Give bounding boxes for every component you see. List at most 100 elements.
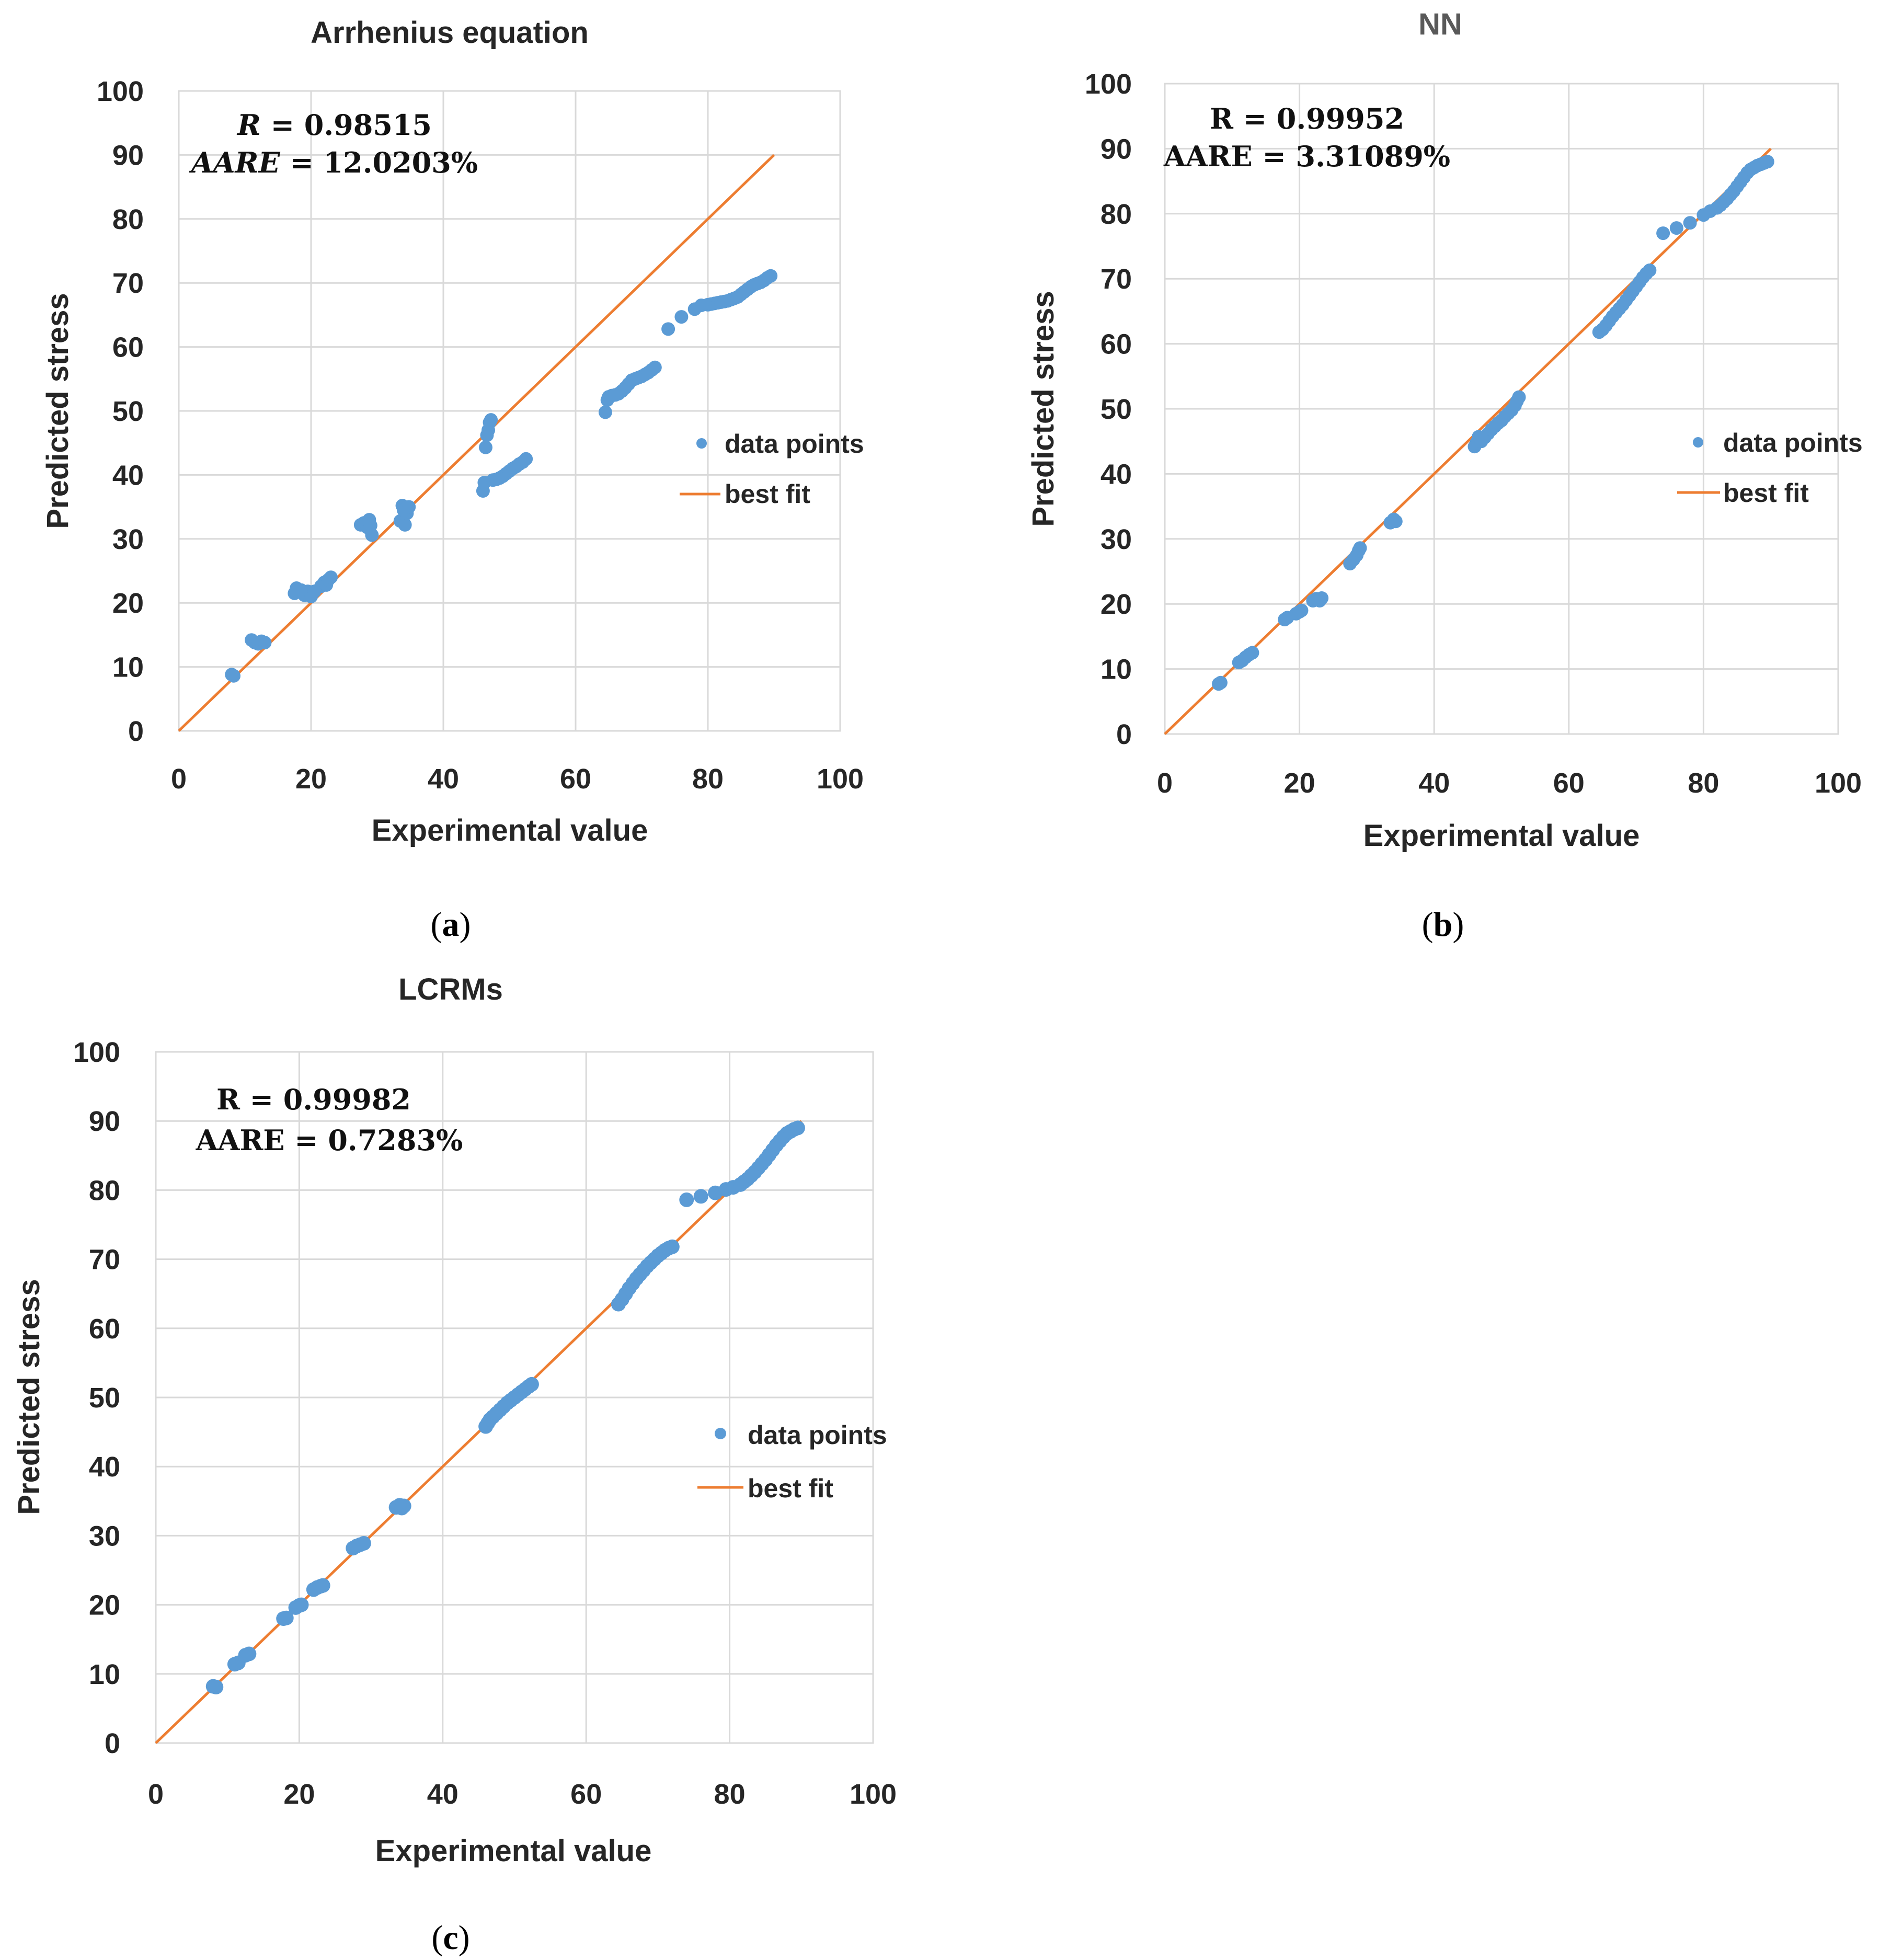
- chart-c-ytick-label: 100: [73, 1037, 120, 1068]
- chart-b: NN 0 10 20 30 40 50 60 70 80 90 100 0 20 40 60 80 100 E…: [1026, 7, 1863, 944]
- chart-a-x-ticks: 0 20 40 60 80 100: [171, 763, 864, 795]
- chart-a-aare-label: AARE: [189, 146, 281, 179]
- chart-a-best-fit: [178, 154, 775, 732]
- chart-a: Arrhenius equation 0 10 20 30 40 50 60 70 80 90 10…: [41, 16, 864, 944]
- chart-b-ytick-label: 60: [1101, 329, 1132, 360]
- chart-b-annotation-r: R = 0.99952: [1210, 102, 1404, 135]
- chart-a-data-point: [324, 570, 338, 584]
- chart-b-data-points: [1212, 155, 1774, 691]
- chart-a-data-point: [478, 440, 492, 454]
- chart-a-data-point: [519, 452, 533, 466]
- chart-c-aare-label: AARE: [196, 1124, 285, 1157]
- chart-b-title: NN: [1418, 7, 1462, 41]
- chart-b-ytick-label: 30: [1101, 524, 1132, 555]
- chart-c-data-point: [790, 1120, 805, 1136]
- chart-b-aare-label: AARE: [1163, 140, 1253, 173]
- chart-a-data-point: [661, 322, 675, 336]
- chart-a-data-point: [398, 518, 412, 532]
- chart-a-data-points: [225, 269, 778, 683]
- chart-b-y-axis-label: Predicted stress: [1026, 291, 1060, 526]
- chart-b-xtick-label: 60: [1553, 767, 1585, 799]
- chart-b-ytick-label: 70: [1101, 263, 1132, 295]
- chart-b-data-point: [1643, 263, 1657, 278]
- chart-b-data-point: [1315, 591, 1329, 605]
- chart-a-data-point: [598, 405, 612, 419]
- chart-a-xtick-label: 80: [692, 763, 724, 795]
- chart-a-ytick-label: 30: [112, 524, 144, 555]
- chart-c-aare-value: = 0.7283%: [294, 1124, 463, 1157]
- chart-c-legend-points-marker: [715, 1428, 726, 1439]
- chart-a-ytick-label: 90: [112, 140, 144, 171]
- chart-a-ytick-label: 50: [112, 396, 144, 427]
- chart-b-xtick-label: 0: [1157, 767, 1173, 799]
- chart-c-data-point: [315, 1578, 330, 1593]
- chart-a-y-ticks: 0 10 20 30 40 50 60 70 80 90 100: [97, 76, 144, 747]
- chart-b-data-point: [1669, 221, 1683, 235]
- chart-c-xtick-label: 80: [714, 1779, 746, 1810]
- chart-c-ytick-label: 80: [89, 1175, 120, 1206]
- chart-c-data-point: [356, 1535, 371, 1551]
- chart-a-data-point: [226, 669, 240, 683]
- chart-b-best-fit-line: [1164, 147, 1772, 735]
- chart-c-data-point: [664, 1239, 680, 1254]
- chart-a-ytick-label: 70: [112, 268, 144, 299]
- chart-b-x-ticks: 0 20 40 60 80 100: [1157, 767, 1862, 799]
- chart-c-x-ticks: 0 20 40 60 80 100: [148, 1779, 897, 1810]
- chart-c-ytick-label: 60: [89, 1313, 120, 1345]
- chart-c-xtick-label: 100: [850, 1779, 897, 1810]
- panel-label-a: (a): [431, 906, 471, 944]
- chart-b-r-value: = 0.99952: [1243, 102, 1404, 135]
- chart-c-ytick-label: 40: [89, 1451, 120, 1483]
- chart-c-data-point: [396, 1498, 411, 1514]
- chart-b-ytick-label: 0: [1116, 719, 1132, 750]
- chart-b-ytick-label: 20: [1101, 589, 1132, 620]
- chart-a-data-point: [258, 636, 272, 650]
- chart-a-y-axis-label: Predicted stress: [41, 293, 75, 529]
- chart-a-ytick-label: 60: [112, 332, 144, 363]
- chart-c-data-point: [679, 1192, 694, 1207]
- chart-a-aare-value: = 12.0203%: [290, 146, 478, 179]
- chart-c-r-value: = 0.99982: [250, 1083, 411, 1116]
- chart-b-legend-fit-label: best fit: [1723, 478, 1809, 508]
- chart-b-ytick-label: 100: [1085, 68, 1132, 100]
- chart-c-plot-area: [155, 1051, 874, 1744]
- chart-c-data-point: [693, 1189, 708, 1204]
- chart-a-data-point: [365, 528, 379, 542]
- chart-a-x-axis-label: Experimental value: [372, 813, 648, 847]
- chart-b-best-fit: [1164, 147, 1772, 735]
- chart-a-data-point: [674, 310, 689, 324]
- chart-c-ytick-label: 10: [89, 1659, 120, 1690]
- chart-a-best-fit-line: [178, 154, 775, 732]
- chart-b-aare-value: = 3.31089%: [1263, 140, 1451, 173]
- chart-c-r-label: R: [216, 1083, 240, 1116]
- chart-b-x-axis-label: Experimental value: [1363, 819, 1640, 853]
- chart-c-x-axis-label: Experimental value: [375, 1834, 652, 1868]
- chart-c-ytick-label: 20: [89, 1590, 120, 1621]
- chart-a-ytick-label: 10: [112, 652, 144, 683]
- chart-b-data-point: [1389, 514, 1403, 529]
- chart-b-data-point: [1760, 155, 1774, 169]
- chart-b-data-point: [1656, 226, 1670, 240]
- chart-c-annotation-r: R = 0.99982: [216, 1083, 411, 1116]
- chart-a-xtick-label: 60: [560, 763, 591, 795]
- chart-b-data-point: [1353, 541, 1367, 555]
- chart-b-plot-area: [1164, 83, 1839, 735]
- chart-c-annotation-aare: AARE = 0.7283%: [196, 1124, 463, 1157]
- chart-c-data-point: [294, 1597, 309, 1612]
- chart-c-ytick-label: 90: [89, 1106, 120, 1137]
- chart-a-xtick-label: 20: [295, 763, 327, 795]
- chart-a-r-value: = 0.98515: [271, 108, 432, 142]
- chart-b-ytick-label: 10: [1101, 654, 1132, 685]
- chart-b-data-point: [1512, 390, 1526, 404]
- panel-label-b: (b): [1422, 906, 1464, 944]
- chart-a-ytick-label: 80: [112, 204, 144, 235]
- chart-c-ytick-label: 70: [89, 1244, 120, 1276]
- chart-c-legend-points-label: data points: [748, 1420, 887, 1450]
- chart-a-r-label: R: [236, 108, 261, 142]
- chart-c-ytick-label: 30: [89, 1520, 120, 1552]
- chart-c-data-point: [209, 1679, 224, 1694]
- chart-b-legend-points-marker: [1693, 437, 1703, 448]
- chart-b-annotation-aare: AARE = 3.31089%: [1163, 140, 1450, 173]
- chart-c-xtick-label: 0: [148, 1779, 164, 1810]
